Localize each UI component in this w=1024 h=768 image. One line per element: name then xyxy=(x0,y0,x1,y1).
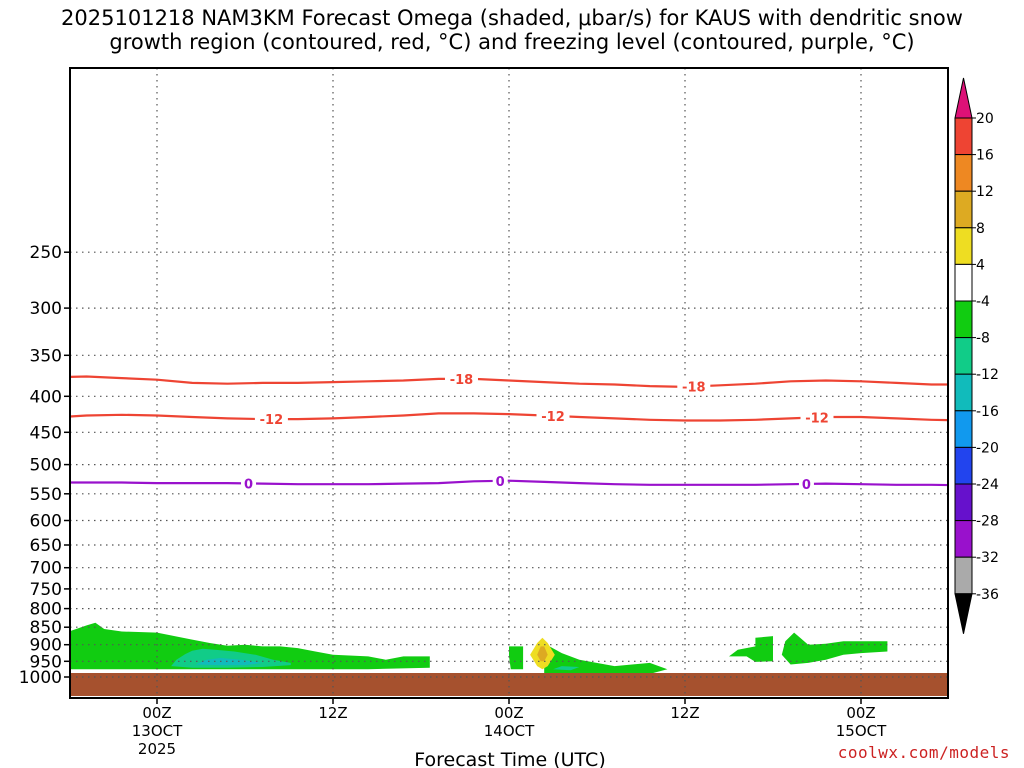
colorbar-label: -28 xyxy=(976,514,999,530)
colorbar-label: -32 xyxy=(976,550,999,566)
ground-layer xyxy=(70,673,948,696)
omega-shade-region xyxy=(195,658,263,666)
contour-label-bg xyxy=(677,378,711,395)
colorbar-bin xyxy=(954,520,973,558)
y-tick-label: 650 xyxy=(30,536,62,556)
colorbar-label: -20 xyxy=(976,440,999,456)
colorbar-label: 16 xyxy=(976,148,994,164)
y-tick-label: 1000 xyxy=(19,668,62,688)
contour-label: -12 xyxy=(541,410,565,425)
colorbar-label: -24 xyxy=(976,477,999,493)
colorbar-label: 12 xyxy=(976,184,994,200)
colorbar-bin xyxy=(954,446,973,485)
contour-label-bg xyxy=(492,472,508,489)
colorbar-label: -4 xyxy=(976,294,990,310)
colorbar-label: -16 xyxy=(976,404,999,420)
colorbar-label: -36 xyxy=(976,587,999,603)
x-tick-year-label: 2025 xyxy=(138,740,176,758)
colorbar-top-arrow xyxy=(954,77,973,119)
y-tick-label: 300 xyxy=(30,299,62,319)
colorbar-label: 8 xyxy=(976,221,985,237)
x-tick-label: 12Z xyxy=(670,704,699,722)
colorbar-bin xyxy=(954,556,973,595)
colorbar-bin xyxy=(954,117,973,156)
y-tick-label: 250 xyxy=(30,243,62,263)
contour-label-bg xyxy=(800,409,834,426)
contour-line xyxy=(70,412,948,422)
omega-shade-region xyxy=(537,646,548,662)
y-tick-label: 500 xyxy=(30,456,62,476)
omega-shade-region xyxy=(553,666,580,671)
y-tick-label: 450 xyxy=(30,423,62,443)
y-tick-label: 400 xyxy=(30,387,62,407)
colorbar-label: -8 xyxy=(976,331,990,347)
contour-label: 0 xyxy=(496,475,505,490)
contour-layer: -18 -18 -12 -12 -12 0 0 0 xyxy=(70,370,948,493)
y-tick-label: 900 xyxy=(30,636,62,656)
title-line-1: 2025101218 NAM3KM Forecast Omega (shaded… xyxy=(61,6,963,30)
contour-label: -12 xyxy=(805,411,829,426)
colorbar-bin xyxy=(954,373,973,412)
omega-shade-region xyxy=(781,632,888,665)
title-line-2: growth region (contoured, red, °C) and f… xyxy=(109,30,915,54)
x-axis-label: Forecast Time (UTC) xyxy=(414,749,605,768)
y-tick-label: 700 xyxy=(30,559,62,579)
y-tick-label: 850 xyxy=(30,618,62,638)
colorbar-label: 4 xyxy=(976,257,985,273)
contour-label-bg xyxy=(536,407,570,424)
omega-shade-region xyxy=(544,646,668,677)
x-tick-label: 00Z xyxy=(142,704,171,722)
colorbar-bin xyxy=(954,263,973,302)
omega-shading-layer xyxy=(70,622,888,677)
contour-label: 0 xyxy=(244,477,253,492)
colorbar-bin xyxy=(954,483,973,522)
contour-label-bg xyxy=(241,475,257,492)
y-tick-label: 750 xyxy=(30,580,62,600)
x-tick-label: 00Z xyxy=(846,704,875,722)
colorbar-label: -12 xyxy=(976,367,999,383)
colorbar-bin xyxy=(954,337,973,375)
contour-label: -12 xyxy=(260,413,284,428)
omega-shade-region xyxy=(70,622,430,670)
contour-label-bg xyxy=(798,475,814,492)
colorbar-bin xyxy=(954,227,973,265)
colorbar-bin xyxy=(954,154,973,192)
contour-line xyxy=(70,479,948,487)
credit-link[interactable]: coolwx.com/models xyxy=(837,743,1010,762)
grid-layer xyxy=(70,68,948,698)
colorbar-bin xyxy=(954,190,973,229)
x-tick-date-label: 15OCT xyxy=(836,722,887,740)
y-tick-label: 550 xyxy=(30,485,62,505)
x-tick-label: 00Z xyxy=(494,704,523,722)
omega-shade-region xyxy=(729,636,773,662)
y-tick-label: 800 xyxy=(30,600,62,620)
contour-line xyxy=(70,375,948,389)
contour-label: -18 xyxy=(450,373,474,388)
ground-surface xyxy=(70,673,948,696)
x-tick-label: 12Z xyxy=(318,704,347,722)
contour-label-bg xyxy=(444,370,478,387)
axes-layer: 2503003504004505005506006507007508008509… xyxy=(19,67,949,758)
contour-label: -18 xyxy=(682,381,706,396)
contour-label: 0 xyxy=(802,478,811,493)
y-tick-label: 600 xyxy=(30,512,62,532)
colorbar: 20 16 12 8 4 -4 -8 -12 -16 -20 -24 -28 -32 -36 xyxy=(954,77,999,634)
omega-shade-region xyxy=(509,646,524,670)
x-tick-date-label: 13OCT xyxy=(132,722,183,740)
chart-title: 2025101218 NAM3KM Forecast Omega (shaded… xyxy=(0,6,1024,54)
colorbar-bin xyxy=(954,300,973,339)
y-tick-label: 950 xyxy=(30,652,62,672)
x-tick-date-label: 14OCT xyxy=(484,722,535,740)
colorbar-bin xyxy=(954,410,973,448)
colorbar-label: 20 xyxy=(976,111,994,127)
colorbar-bottom-arrow xyxy=(954,593,973,634)
contour-label-bg xyxy=(254,411,288,428)
y-tick-label: 350 xyxy=(30,346,62,366)
